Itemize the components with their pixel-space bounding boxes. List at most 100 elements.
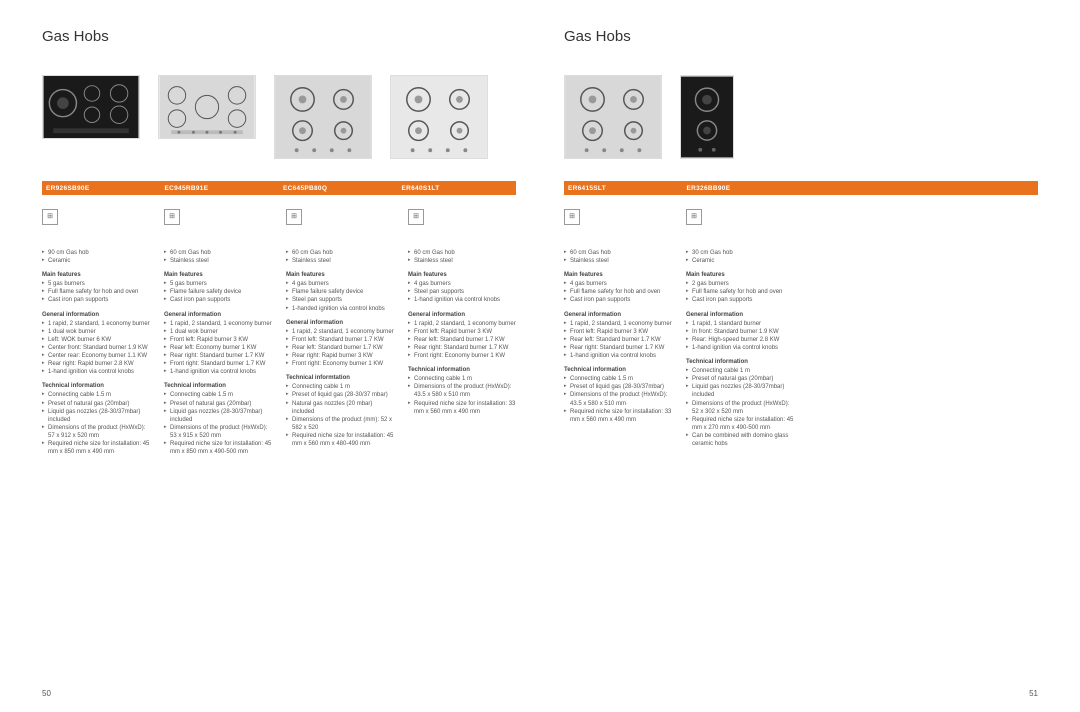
spec-columns: ⊞ 60 cm Gas hobStainless steel Main featur… xyxy=(564,209,1038,454)
spec-item: Rear left: Standard burner 1.7 KW xyxy=(564,336,672,344)
spec-heading: General information xyxy=(286,319,394,327)
spec-item: Rear left: Standard burner 1.7 KW xyxy=(408,336,516,344)
spec-item: Cast iron pan supports xyxy=(42,296,150,304)
spec-item: Front left: Rapid burner 3 KW xyxy=(408,328,516,336)
spec-heading: General information xyxy=(564,311,672,319)
spec-heading: Technical informtation xyxy=(286,374,394,382)
spec-item: Front left: Rapid burner 3 KW xyxy=(164,336,272,344)
spec-group: General information1 rapid, 2 standard, … xyxy=(286,319,394,369)
spec-item: Rear right: Rapid burner 3 KW xyxy=(286,352,394,360)
catalog-spread: Gas Hobs ER926SB90EEC945RB91EEC645PB80QE… xyxy=(0,0,1080,712)
spec-item: Connecting cable 1.5 m xyxy=(564,375,672,383)
spec-item: 1 rapid, 2 standard, 1 economy burner xyxy=(164,320,272,328)
spec-item: Rear: High-speed burner 2.8 KW xyxy=(686,336,794,344)
spec-item: Preset of natural gas (20mbar) xyxy=(686,375,794,383)
spec-item: Stainless steel xyxy=(564,257,672,265)
spec-item: Required niche size for installation: 45… xyxy=(42,440,150,456)
feature-icon: ⊞ xyxy=(286,209,302,225)
spec-item: Connecting cable 1 m xyxy=(286,383,394,391)
spec-heading: General information xyxy=(686,311,794,319)
spec-heading: Main features xyxy=(408,271,516,279)
spec-group: Technical informationConnecting cable 1.… xyxy=(564,366,672,424)
product-images-row xyxy=(564,75,1038,159)
model-code: EC945RB91E xyxy=(161,185,280,192)
spec-item: Required niche size for installation: 45… xyxy=(686,416,794,432)
spec-item: Front right: Economy burner 1 KW xyxy=(408,352,516,360)
spec-item: Full flame safety for hob and oven xyxy=(564,288,672,296)
spec-item: Liquid gas nozzles (28-30/37mbar) includ… xyxy=(686,383,794,399)
spec-item: Front right: Standard burner 1.7 KW xyxy=(164,360,272,368)
page-number: 51 xyxy=(1029,689,1038,698)
spec-item: Preset of liquid gas (28-30/37mbar) xyxy=(564,383,672,391)
model-bar: ER926SB90EEC945RB91EEC645PB80QER640S1LT xyxy=(42,181,516,195)
spec-item: 1 rapid, 2 standard, 1 economy burner xyxy=(42,320,150,328)
right-page: Gas Hobs ER6415SLTER326BB90E ⊞60 cm Gas … xyxy=(540,0,1080,712)
spec-item: Rear left: Standard burner 1.7 KW xyxy=(286,344,394,352)
spec-heading: Technical information xyxy=(164,382,272,390)
spec-group: Main features2 gas burnersFull flame saf… xyxy=(686,271,794,304)
model-code: ER326BB90E xyxy=(683,185,802,192)
spec-group: Main features5 gas burnersFlame failure … xyxy=(164,271,272,304)
spec-item: Dimensions of the product (mm): 52 x 582… xyxy=(286,416,394,432)
product-spec-column: ⊞60 cm Gas hobStainless steelMain featur… xyxy=(164,209,272,462)
spec-group: General information1 rapid, 2 standard, … xyxy=(42,311,150,377)
spec-item: Ceramic xyxy=(42,257,150,265)
product-image xyxy=(390,75,488,159)
spec-group: General information1 rapid, 2 standard, … xyxy=(408,311,516,361)
page-title: Gas Hobs xyxy=(42,28,516,45)
feature-icon: ⊞ xyxy=(686,209,702,225)
spec-item: 30 cm Gas hob xyxy=(686,249,794,257)
spec-group: General information1 rapid, 2 standard, … xyxy=(164,311,272,377)
spec-item: Required niche size for installation: 33… xyxy=(564,408,672,424)
spec-item: 4 gas burners xyxy=(408,280,516,288)
spec-group: Technical informtationConnecting cable 1… xyxy=(286,374,394,448)
spec-heading: General information xyxy=(164,311,272,319)
spec-item: Required niche size for installation: 45… xyxy=(164,440,272,456)
spec-item: 1-hand ignition via control knobs xyxy=(164,368,272,376)
spec-item: Natural gas nozzles (20 mbar) included xyxy=(286,400,394,416)
model-code: EC645PB80Q xyxy=(279,185,398,192)
spec-item: Dimensions of the product (HxWxD): 43.5 … xyxy=(408,383,516,399)
spec-item: Cast iron pan supports xyxy=(686,296,794,304)
model-code: ER926SB90E xyxy=(42,185,161,192)
spec-item: Steel pan supports xyxy=(408,288,516,296)
spec-heading: Main features xyxy=(686,271,794,279)
spec-item: In front: Standard burner 1.9 KW xyxy=(686,328,794,336)
spec-item: 60 cm Gas hob xyxy=(164,249,272,257)
spec-item: 60 cm Gas hob xyxy=(286,249,394,257)
spec-item: 2 gas burners xyxy=(686,280,794,288)
spec-item: Cast iron pan supports xyxy=(164,296,272,304)
product-image xyxy=(274,75,372,159)
spec-item: 60 cm Gas hob xyxy=(408,249,516,257)
spec-item: Dimensions of the product (HxWxD): 52 x … xyxy=(686,400,794,416)
spec-item: 1 dual wok burner xyxy=(164,328,272,336)
spec-item: Liquid gas nozzles (28-30/37mbar) includ… xyxy=(164,408,272,424)
spec-heading: Main features xyxy=(42,271,150,279)
spec-heading: Technical information xyxy=(408,366,516,374)
product-image xyxy=(42,75,140,139)
spec-item: 1-hand ignition via control knobs xyxy=(564,352,672,360)
product-spec-column: ⊞60 cm Gas hobStainless steelMain featur… xyxy=(564,209,672,454)
spec-intro: 30 cm Gas hobCeramic xyxy=(686,249,794,265)
feature-icon: ⊞ xyxy=(42,209,58,225)
spec-item: Connecting cable 1 m xyxy=(408,375,516,383)
spec-item: Required niche size for installation: 45… xyxy=(286,432,394,448)
spec-item: Rear right: Rapid burner 2.8 KW xyxy=(42,360,150,368)
spec-intro: 60 cm Gas hobStainless steel xyxy=(564,249,672,265)
spec-item: Rear right: Standard burner 1.7 KW xyxy=(564,344,672,352)
spec-item: Dimensions of the product (HxWxD): 53 x … xyxy=(164,424,272,440)
empty-column xyxy=(930,209,1038,454)
spec-item: Steel pan supports xyxy=(286,296,394,304)
spec-group: Main features4 gas burnersFull flame saf… xyxy=(564,271,672,304)
spec-item: Connecting cable 1.5 m xyxy=(164,391,272,399)
spec-heading: Technical information xyxy=(42,382,150,390)
spec-item: Rear right: Standard burner 1.7 KW xyxy=(164,352,272,360)
spec-item: Can be combined with domino glass cerami… xyxy=(686,432,794,448)
spec-item: Front left: Rapid burner 3 KW xyxy=(564,328,672,336)
spec-heading: General information xyxy=(408,311,516,319)
spec-item: 5 gas burners xyxy=(42,280,150,288)
spec-item: 1 rapid, 2 standard, 1 economy burner xyxy=(408,320,516,328)
spec-item: Rear right: Standard burner 1.7 KW xyxy=(408,344,516,352)
spec-item: Flame failure safety device xyxy=(286,288,394,296)
spec-group: Technical informationConnecting cable 1 … xyxy=(408,366,516,416)
